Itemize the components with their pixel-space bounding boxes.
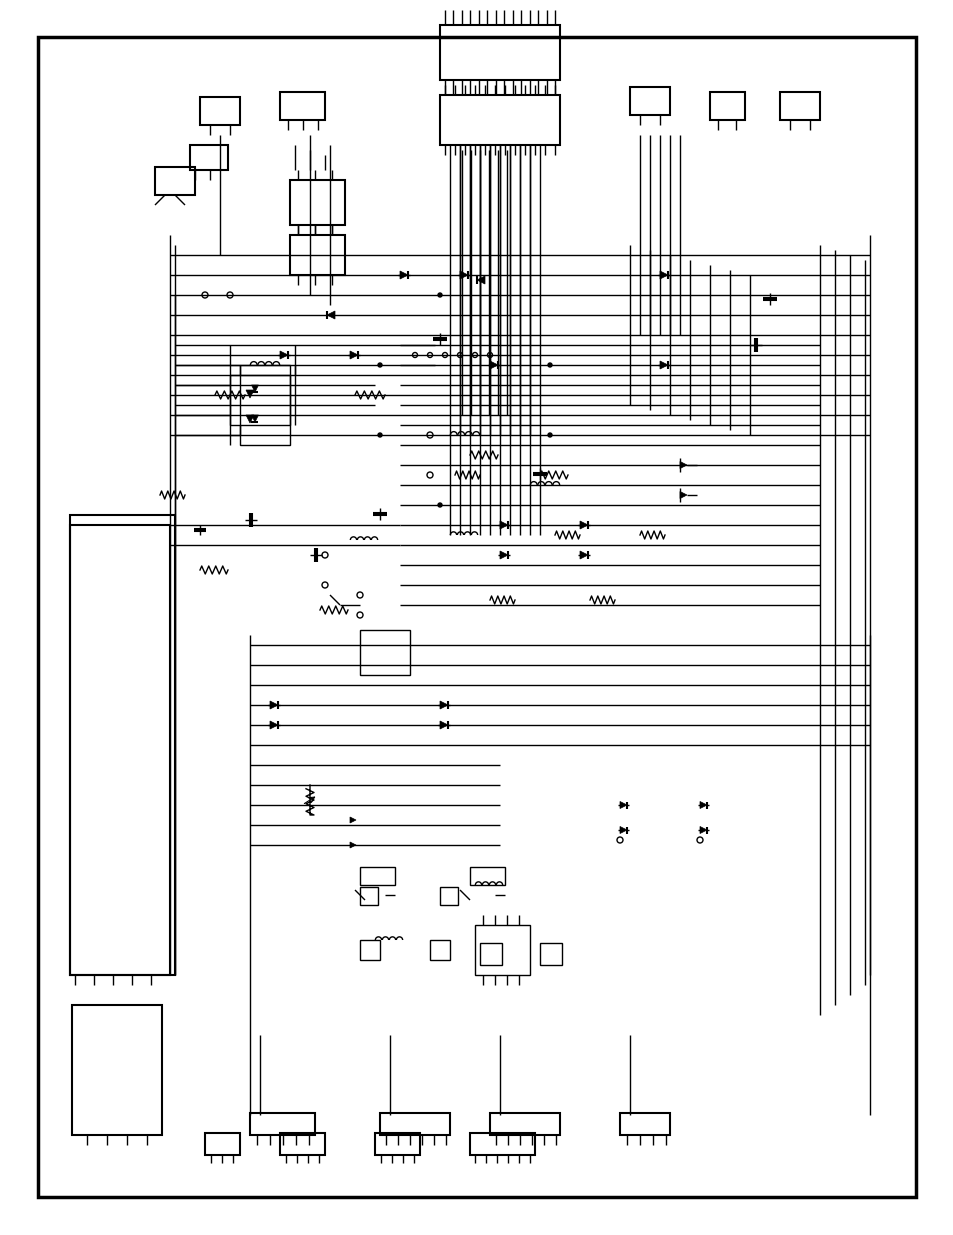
Polygon shape [439, 701, 448, 709]
Bar [359, 867, 395, 885]
Polygon shape [350, 818, 355, 823]
Bar [470, 867, 504, 885]
Bar [280, 1132, 325, 1155]
Bar [375, 1132, 419, 1155]
Bar [230, 375, 290, 425]
Polygon shape [476, 275, 484, 284]
Polygon shape [399, 270, 408, 279]
Polygon shape [459, 270, 468, 279]
Bar [290, 235, 345, 275]
Bar [780, 91, 820, 120]
Polygon shape [439, 721, 448, 729]
Polygon shape [280, 351, 288, 359]
Bar [379, 1113, 450, 1135]
Circle shape [547, 433, 552, 437]
Polygon shape [700, 826, 706, 834]
Bar [359, 940, 379, 960]
Bar [470, 1132, 535, 1155]
Polygon shape [327, 311, 335, 319]
Polygon shape [499, 521, 507, 529]
Polygon shape [579, 521, 587, 529]
Bar [205, 1132, 240, 1155]
Circle shape [437, 293, 441, 296]
Bar [619, 1113, 669, 1135]
Bar [629, 86, 669, 115]
Polygon shape [659, 361, 667, 369]
Polygon shape [490, 361, 497, 369]
Polygon shape [679, 462, 686, 468]
Bar [290, 180, 345, 225]
Polygon shape [350, 842, 355, 848]
Bar [475, 925, 530, 974]
Polygon shape [270, 721, 277, 729]
Bar [439, 887, 457, 905]
Polygon shape [246, 390, 253, 398]
Bar [70, 525, 170, 974]
Bar [359, 630, 410, 676]
Polygon shape [252, 385, 258, 391]
Polygon shape [700, 802, 706, 809]
Circle shape [437, 503, 441, 508]
Polygon shape [619, 802, 626, 809]
Circle shape [377, 363, 381, 367]
Bar [439, 25, 559, 80]
Polygon shape [499, 551, 507, 559]
Polygon shape [579, 551, 587, 559]
Circle shape [547, 363, 552, 367]
Bar [479, 944, 501, 965]
Polygon shape [270, 701, 277, 709]
Bar [154, 167, 194, 195]
Bar [439, 95, 559, 144]
Bar [709, 91, 744, 120]
Bar [250, 1113, 314, 1135]
Polygon shape [246, 415, 253, 424]
Polygon shape [659, 270, 667, 279]
Polygon shape [619, 826, 626, 834]
Polygon shape [679, 492, 686, 499]
Bar [200, 98, 240, 125]
Bar [359, 887, 377, 905]
Bar [190, 144, 228, 170]
Bar [71, 1005, 162, 1135]
Bar [280, 91, 325, 120]
Bar [539, 944, 561, 965]
Bar [70, 515, 174, 974]
Bar [430, 940, 450, 960]
Polygon shape [350, 351, 357, 359]
Bar [240, 366, 290, 445]
Bar [490, 1113, 559, 1135]
Polygon shape [252, 415, 258, 422]
Circle shape [377, 433, 381, 437]
